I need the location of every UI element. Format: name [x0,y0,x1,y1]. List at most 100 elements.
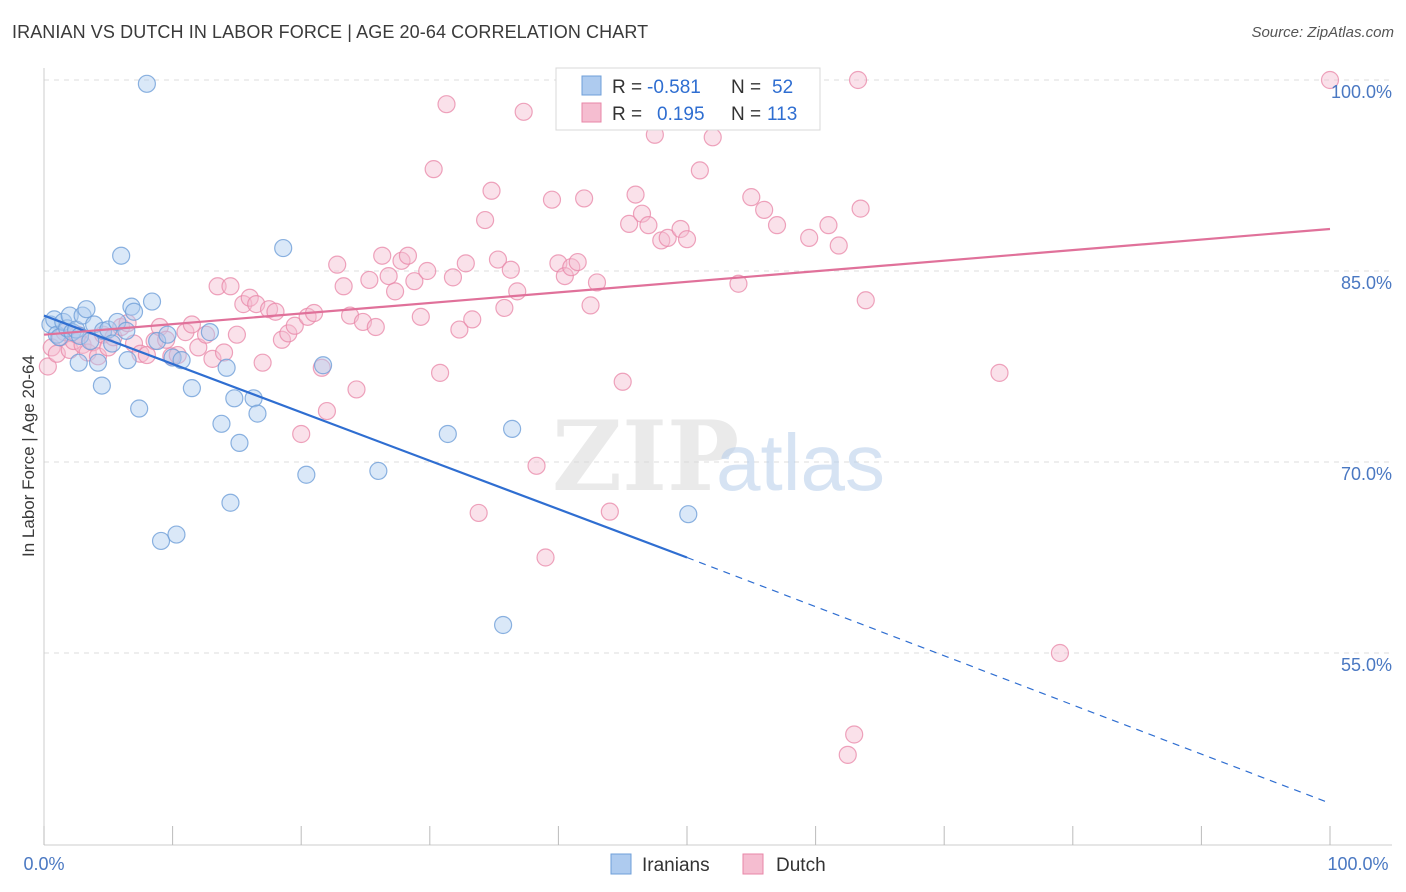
dutch-point [658,228,677,247]
dutch-point [214,343,234,362]
dutch-point [639,216,658,235]
iranian-point [88,353,108,372]
dutch-point [527,456,546,475]
y-tick-label: 100.0% [1331,82,1392,102]
dutch-point [536,548,555,567]
iranian-point [225,389,244,408]
dutch-point [469,503,488,523]
iranian-point [313,356,333,375]
iranian-point [130,399,149,418]
dutch-point [424,160,443,179]
iranian-point [69,353,88,372]
iranian-point [151,531,171,551]
dutch-point [227,325,246,344]
dutch-points [38,70,1340,764]
iranians-trend-extension [686,556,1331,804]
dutch-point [632,204,652,223]
dutch-point [430,363,450,382]
dutch-point [443,268,463,287]
axes [43,68,1392,846]
dutch-point [334,277,353,296]
dutch-point [347,380,366,399]
iranian-point [137,74,156,93]
dutch-point [990,363,1009,382]
iranian-point [118,351,137,370]
x-tick-label-max: 100.0% [1327,854,1388,874]
dutch-point [800,228,819,247]
dutch-point [845,725,864,744]
legend-bottom-swatch-iranians [610,853,632,875]
iranian-point [182,379,201,398]
iranian-point [92,376,111,395]
dutch-point [856,291,875,310]
dutch-point [575,189,594,208]
dutch-point [373,246,392,265]
dutch-point [475,210,495,230]
dutch-point [456,254,475,273]
dutch-point [501,260,520,279]
dutch-point [379,266,398,286]
iranian-point [200,323,219,342]
dutch-point [626,185,645,204]
dutch-point [729,274,748,293]
chart-title: IRANIAN VS DUTCH IN LABOR FORCE | AGE 20… [12,22,649,42]
iranian-point [679,505,698,524]
iranian-point [494,615,513,635]
y-tick-label: 70.0% [1341,464,1392,484]
dutch-point [1050,643,1070,663]
legend-swatch-iranians [581,75,602,96]
dutch-point [514,102,533,121]
iranian-point [77,300,96,319]
dutch-point [600,502,619,521]
legend-r-label-1: R = [612,77,642,98]
dutch-point [848,70,868,90]
dutch-point [677,230,697,249]
legend-r-label-2: R = [612,104,642,125]
dutch-point [568,252,587,272]
legend-swatch-dutch [581,102,602,123]
dutch-point [360,270,379,290]
iranian-point [503,419,522,438]
dutch-point [587,273,607,292]
grid-lines [44,79,1392,654]
iranian-point [230,433,249,452]
dutch-point [851,199,870,218]
legend-bottom-iranians: Iranians [642,855,710,876]
iranian-point [438,424,457,444]
legend-n-value-2: 113 [767,104,797,125]
dutch-point [620,214,639,233]
dutch-point [162,347,181,366]
iranian-point [297,465,316,484]
x-ticks [43,826,1331,845]
dutch-point [203,349,222,368]
dutch-point [488,250,508,269]
iranian-point [142,292,162,311]
iranian-point [158,325,177,344]
dutch-point [829,236,848,255]
iranian-point [122,297,141,316]
iranian-point [274,238,293,258]
iranian-point [112,246,131,265]
legend-r-value-2: 0.195 [657,104,705,125]
dutch-point [581,296,600,315]
dutch-point [411,307,430,326]
dutch-point [742,188,761,207]
dutch-point [690,161,709,180]
iranian-point [85,315,104,334]
legend-top: R = -0.581 N = 52 R = 0.195 N = 113 [555,67,821,131]
iranian-point [248,404,267,423]
dutch-point [613,372,632,391]
dutch-point [398,246,418,265]
watermark: ZIP atlas [552,400,885,513]
dutch-point [292,424,311,444]
dutch-point [755,200,774,219]
dutch-point [767,216,787,235]
dutch-point [838,745,857,764]
dutch-point [317,401,337,421]
dutch-point [385,282,405,301]
legend-r-value-1: -0.581 [647,77,701,98]
iranian-point [124,302,144,321]
iranian-point [167,525,186,544]
dutch-point [542,190,562,209]
dutch-point [418,261,437,281]
